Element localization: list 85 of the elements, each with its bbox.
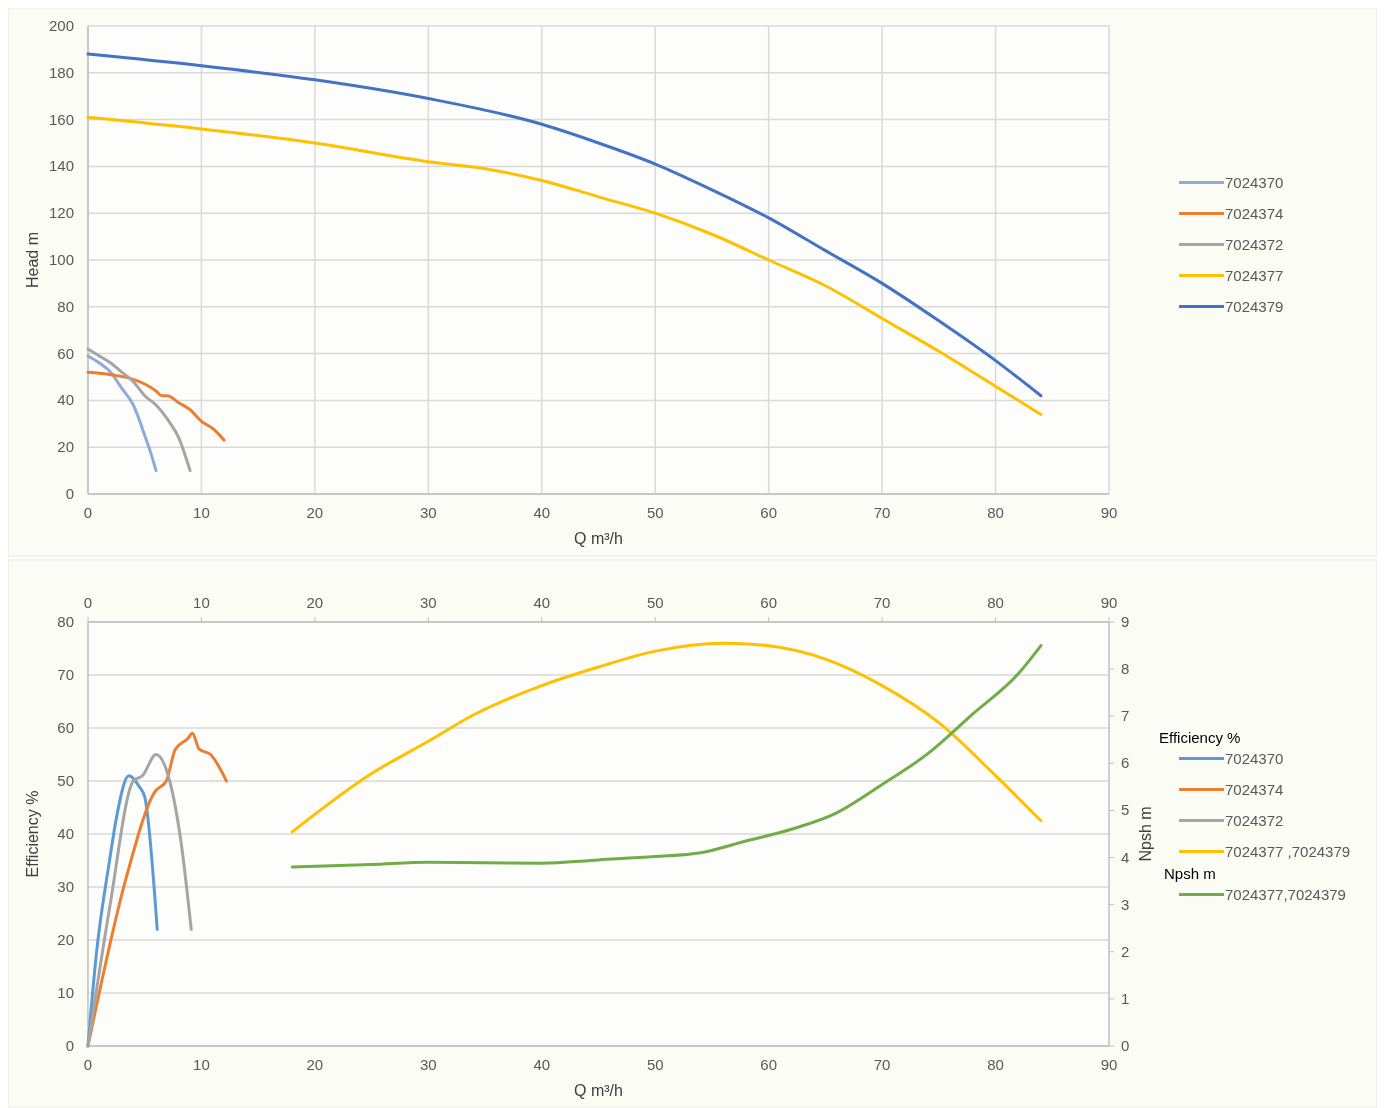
x-tick-label: 0 [83,594,93,611]
x-tick-label: 90 [1100,504,1118,521]
y2-tick-label: 2 [1121,942,1130,960]
legend-label: 7024374 [1225,204,1284,222]
legend-label: 7024370 [1225,749,1284,767]
legend-label: 7024377,7024379 [1225,885,1346,903]
x-tick-label: 30 [419,504,437,521]
x-tick-label: 60 [760,594,778,611]
y2-tick-label: 6 [1121,754,1130,772]
y-tick-label: 30 [57,878,74,895]
x2-tick-label: 90 [1100,1056,1118,1073]
y-tick-label: 200 [48,17,74,34]
y-axis-title: Efficiency % [24,790,41,878]
y-tick-label: 50 [57,772,74,789]
x-tick-label: 30 [419,594,437,611]
x-tick-label: 40 [533,504,551,521]
y-tick-label: 120 [48,204,74,222]
y-tick-label: 40 [57,391,74,409]
x-tick-label: 70 [873,594,891,611]
line-series [86,52,1043,398]
line-series [86,370,226,442]
y-axis-title: Head m [24,231,41,289]
y-tick-label: 20 [57,438,74,456]
line-series [86,347,192,473]
x2-tick-label: 60 [760,1056,778,1073]
y2-tick-label: 4 [1121,848,1130,866]
y-tick-label: 100 [48,251,74,268]
y2-tick-label: 0 [1121,1037,1130,1054]
x-tick-label: 40 [533,594,551,611]
y-tick-label: 70 [57,666,74,683]
legend-label: 7024377 [1225,266,1284,284]
line-series [290,644,1043,869]
legend-title: Efficiency % [1159,728,1241,746]
x-axis-title: Q m³/h [574,530,623,547]
x-tick-label: 20 [306,504,324,521]
y-tick-label: 80 [57,297,74,315]
x2-tick-label: 30 [419,1056,437,1073]
legend-label: 7024372 [1225,235,1284,253]
x-tick-label: 20 [306,594,324,611]
x-tick-label: 70 [873,504,891,521]
y2-tick-label: 3 [1121,895,1130,913]
x2-tick-label: 0 [83,1056,93,1073]
y-tick-label: 140 [48,157,74,175]
legend-label: 7024379 [1225,297,1284,315]
legend-label: 7024377 ,7024379 [1225,842,1351,860]
y-tick-label: 20 [57,931,74,948]
y-tick-label: 10 [57,984,74,1001]
x2-tick-label: 10 [193,1056,210,1073]
legend-label: 7024374 [1225,780,1284,798]
x-tick-label: 80 [987,504,1004,521]
x2-tick-label: 70 [873,1056,891,1073]
x-tick-label: 50 [646,504,664,521]
y-tick-label: 60 [57,344,74,362]
x-tick-label: 10 [193,594,210,611]
text: Npsh m [1164,864,1216,882]
x2-tick-label: 20 [306,1056,324,1073]
y-tick-label: 40 [57,825,74,842]
y2-tick-label: 1 [1121,989,1130,1007]
line-series [86,753,193,1048]
x2-tick-label: 80 [987,1056,1004,1073]
x-tick-label: 60 [760,504,778,521]
y-tick-label: 0 [65,1037,74,1054]
y2-tick-label: 8 [1121,660,1130,678]
x-axis-title: Q m³/h [574,1082,623,1099]
x-tick-label: 80 [987,594,1004,611]
y2-tick-label: 7 [1121,707,1130,725]
y2-tick-label: 9 [1121,613,1130,630]
line-series [86,115,1043,416]
y-tick-label: 60 [57,719,74,736]
y2-tick-label: 5 [1121,801,1130,819]
x2-tick-label: 40 [533,1056,551,1073]
legend-label: 7024370 [1225,173,1284,191]
y2-axis-title: Npsh m [1137,806,1154,862]
x2-tick-label: 50 [646,1056,664,1073]
x-tick-label: 90 [1100,594,1118,611]
x-tick-label: 0 [83,504,93,521]
y-tick-label: 0 [65,485,74,502]
x-tick-label: 10 [193,504,210,521]
y-tick-label: 80 [57,613,74,630]
y-tick-label: 160 [48,110,74,128]
legend-label: 7024372 [1225,811,1284,829]
y-tick-label: 180 [48,63,74,81]
line-series [86,354,158,473]
x-tick-label: 50 [646,594,664,611]
line-series [290,641,1043,834]
